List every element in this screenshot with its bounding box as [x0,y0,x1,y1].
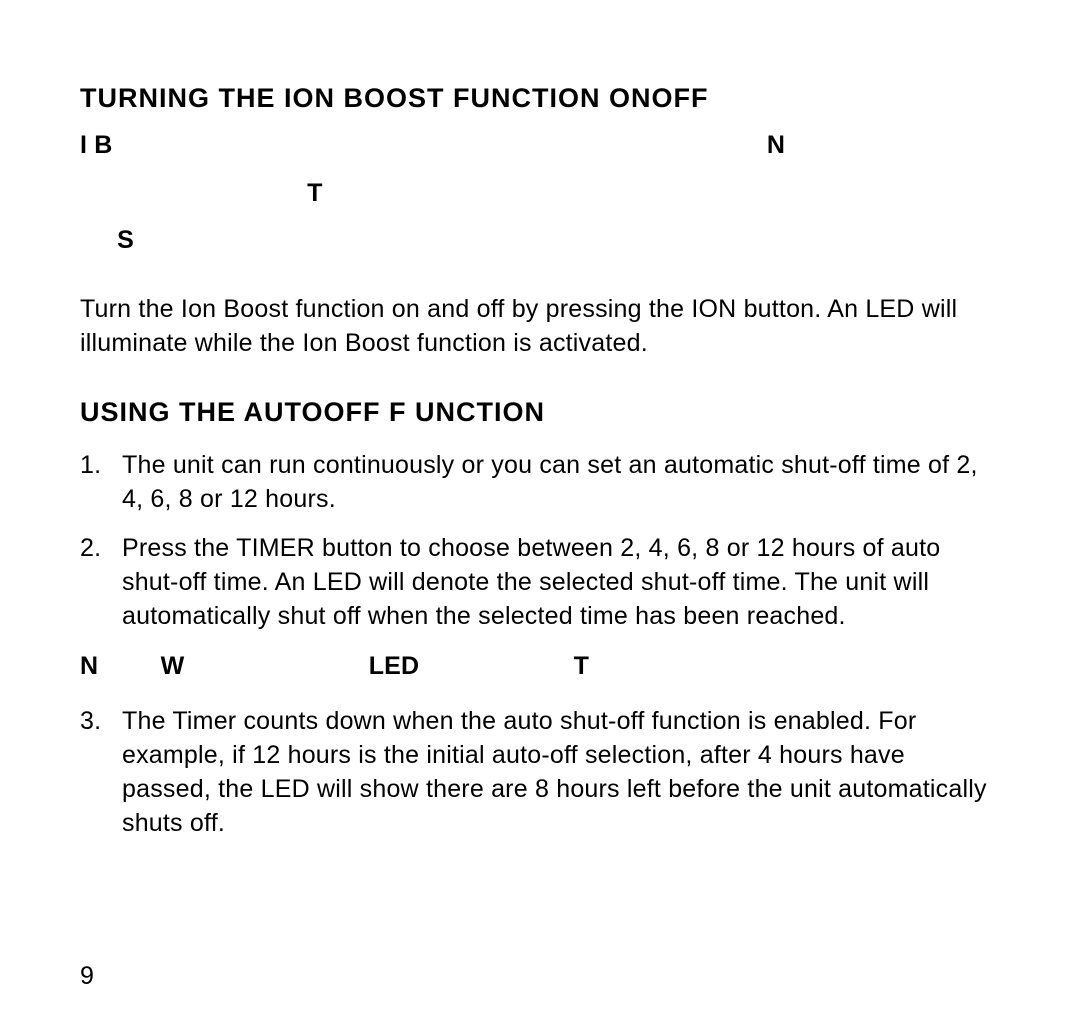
step-item: The unit can run continuously or you can… [80,449,1000,517]
section-heading-autooff: USING THE AUTOOFF F UNCTION [80,394,1000,430]
note-fragment: T [307,179,322,207]
step-item: Press the TIMER button to choose between… [80,532,1000,633]
steps-list-continued: The Timer counts down when the auto shut… [80,705,1000,840]
step-item: The Timer counts down when the auto shut… [80,705,1000,840]
note-letters-row: N W LED T [80,650,1000,684]
note-fragment: LED [369,652,420,680]
body-paragraph: Turn the Ion Boost function on and off b… [80,293,1000,361]
note-fragment: S [117,226,134,254]
section-heading-ion-boost: TURNING THE ION BOOST FUNCTION ONOFF [80,80,1000,116]
note-fragment: T [574,652,589,680]
page-number: 9 [80,960,94,994]
sparse-note-block: I B N T S [80,122,1000,265]
note-fragment: W [161,652,185,680]
note-fragment: N [767,131,785,159]
note-fragment: N [80,652,98,680]
steps-list: The unit can run continuously or you can… [80,449,1000,634]
note-fragment: I B [80,131,113,159]
manual-page: TURNING THE ION BOOST FUNCTION ONOFF I B… [0,0,1080,1026]
